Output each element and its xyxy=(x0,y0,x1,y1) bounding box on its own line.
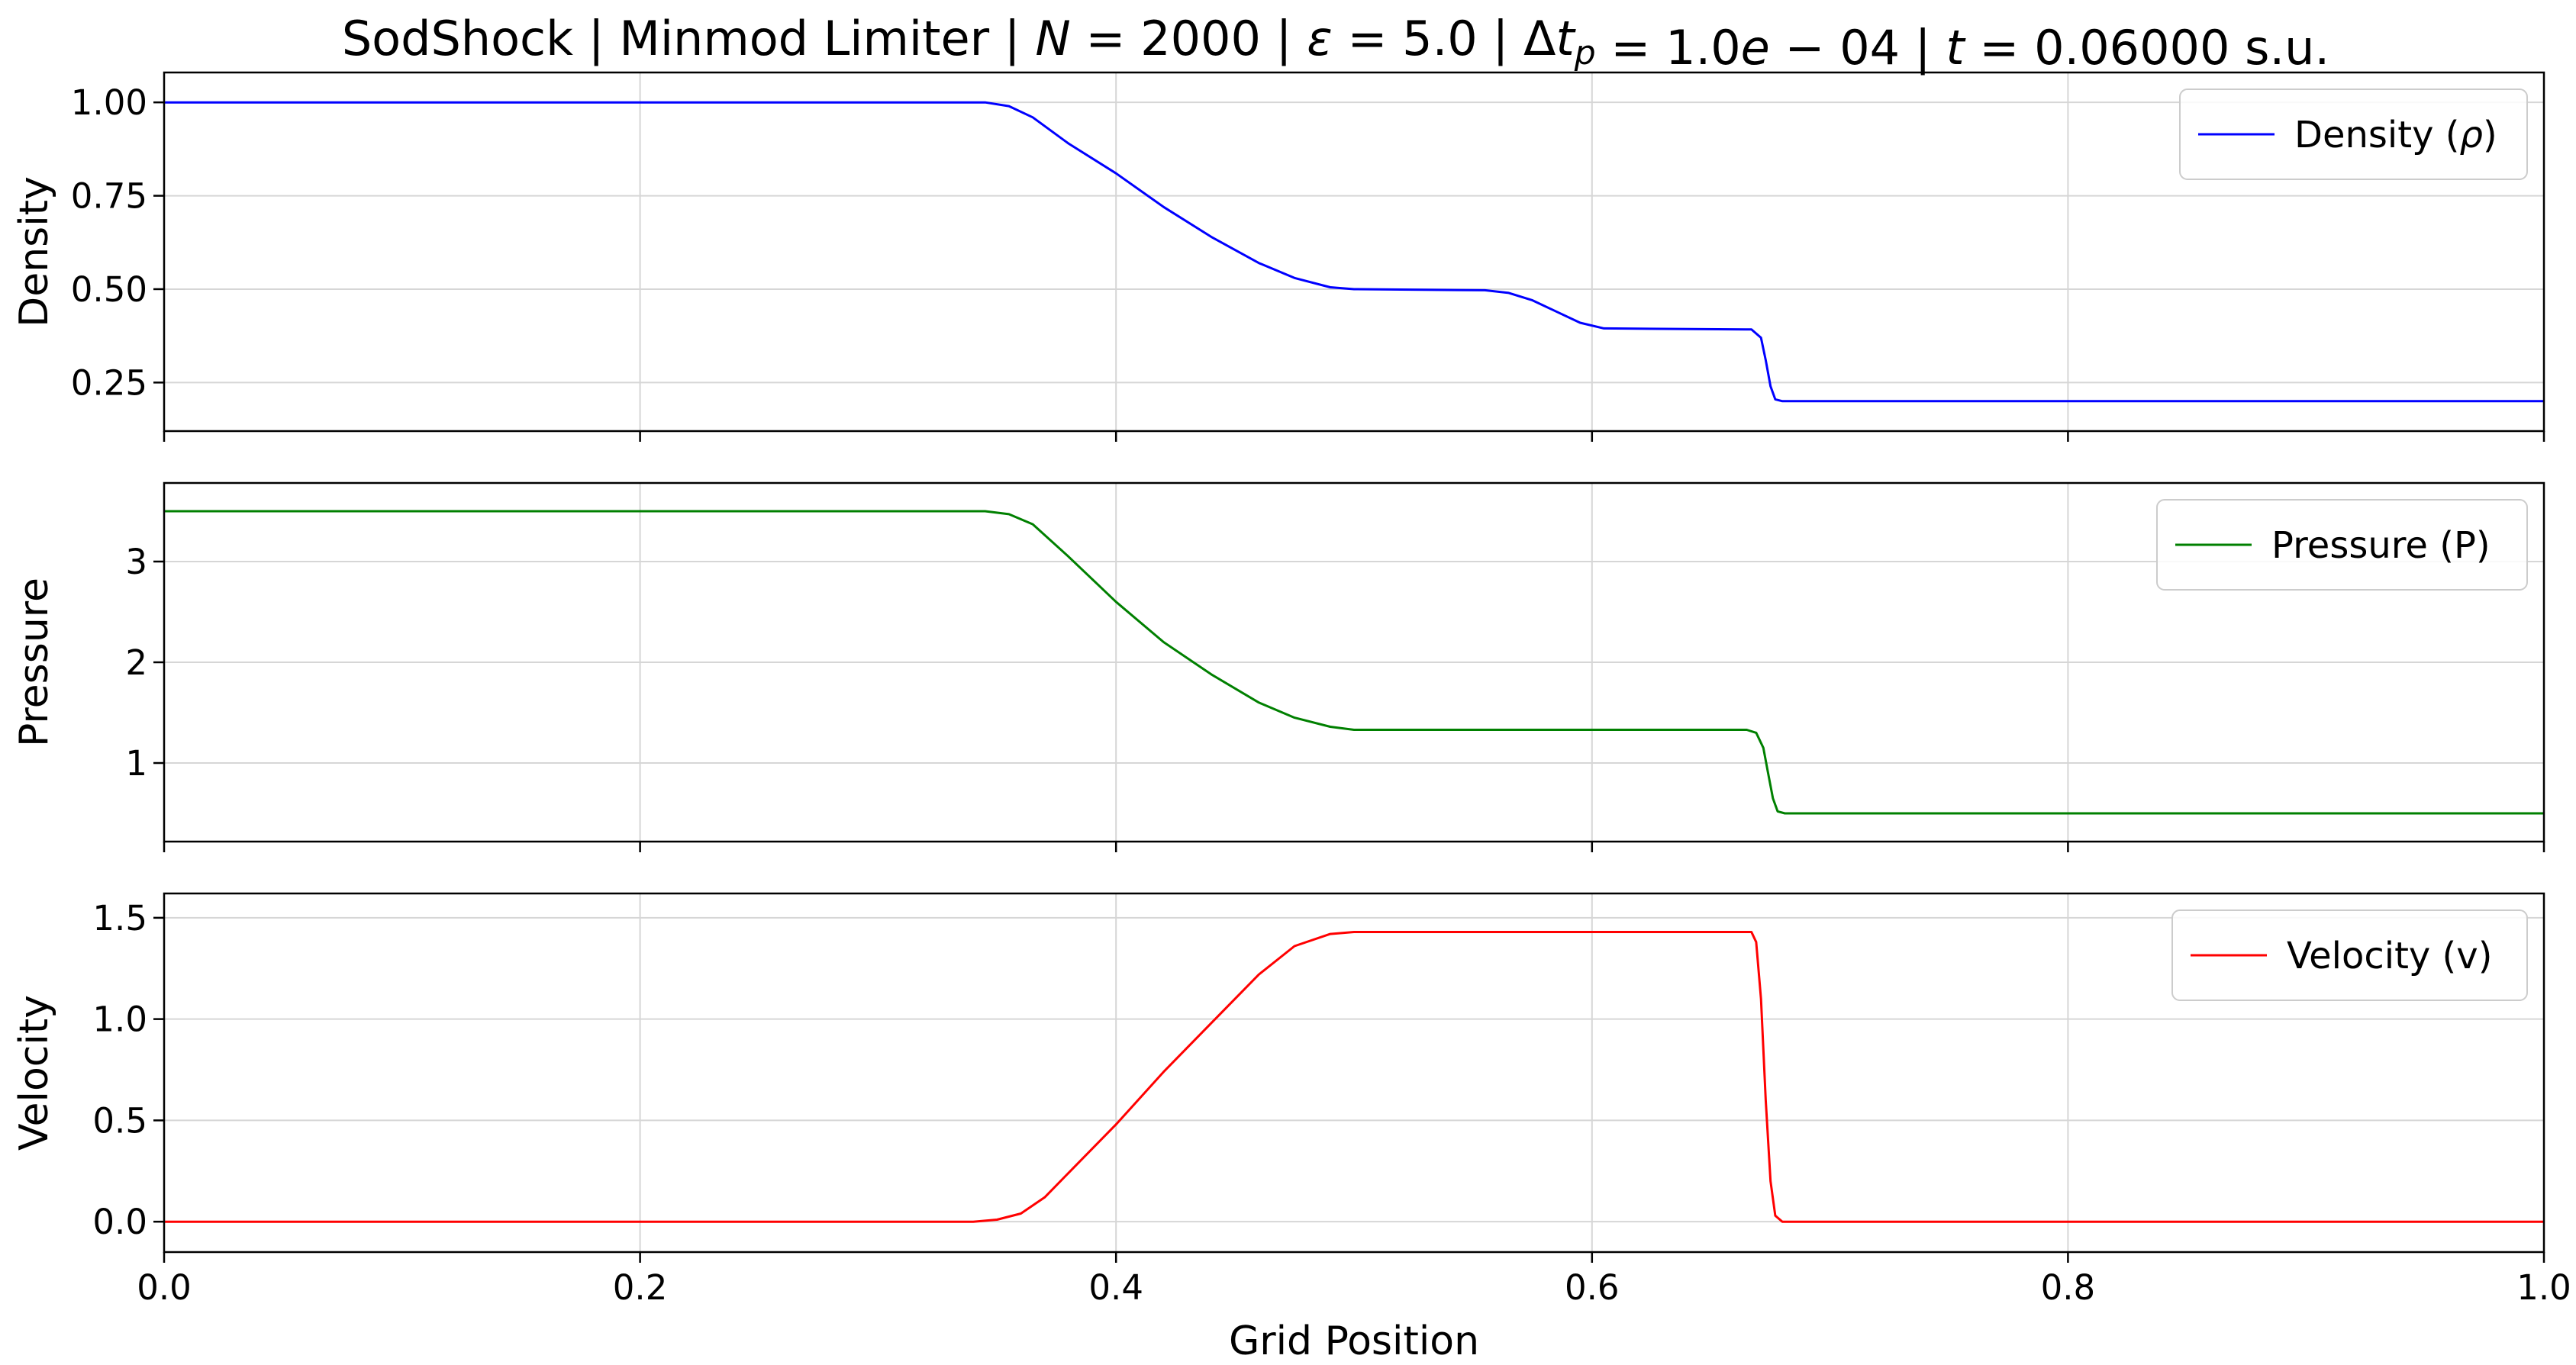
pressure-y-tick-label: 1 xyxy=(125,743,147,784)
velocity-y-axis-label: Velocity xyxy=(11,995,57,1151)
pressure-y-tick-label: 3 xyxy=(125,542,147,582)
panels: 0.25 0.50 0.75 1.00 Density Density (ρ) 1 2 3 Pre… xyxy=(11,71,2571,1364)
velocity-x-tick-label: 0.4 xyxy=(1088,1267,1143,1308)
density-series-line xyxy=(164,101,2544,403)
density-panel: 0.25 0.50 0.75 1.00 Density Density (ρ) xyxy=(11,71,2545,442)
velocity-series-line xyxy=(164,931,2544,1223)
pressure-panel: 1 2 3 Pressure Pressure (P) xyxy=(11,481,2545,852)
density-legend-box xyxy=(2179,89,2528,180)
velocity-panel: 0.0 0.5 1.0 1.5 0.0 0.2 0.4 0.6 0.8 1.0 Velocity Gr… xyxy=(11,892,2571,1364)
velocity-x-tick-label: 1.0 xyxy=(2516,1267,2571,1308)
velocity-x-tick-label: 0.8 xyxy=(2041,1267,2096,1308)
velocity-legend-box xyxy=(2171,909,2528,1001)
density-legend: Density (ρ) xyxy=(2179,89,2528,180)
x-axis-label: Grid Position xyxy=(1229,1318,1479,1364)
pressure-legend-label: Pressure (P) xyxy=(2271,524,2491,567)
velocity-y-tick-label: 1.0 xyxy=(92,1000,147,1040)
chart-title: SodShock | Minmod Limiter | N = 2000 | ε… xyxy=(342,11,2329,76)
pressure-y-axis-label: Pressure xyxy=(11,578,57,747)
density-y-tick-label: 0.50 xyxy=(71,269,147,310)
velocity-y-tick-label: 0.0 xyxy=(92,1202,147,1242)
velocity-y-tick-label: 0.5 xyxy=(92,1100,147,1141)
velocity-x-tick-label: 0.2 xyxy=(613,1267,668,1308)
density-y-tick-label: 1.00 xyxy=(71,82,147,123)
density-legend-label: Density (ρ) xyxy=(2294,114,2497,156)
velocity-legend-label: Velocity (v) xyxy=(2287,935,2492,977)
velocity-x-tick-label: 0.0 xyxy=(137,1267,192,1308)
density-axes-frame xyxy=(163,71,2545,433)
pressure-series-line xyxy=(164,510,2544,815)
velocity-legend: Velocity (v) xyxy=(2171,909,2528,1001)
density-y-axis-label: Density xyxy=(11,176,57,327)
pressure-y-tick-label: 2 xyxy=(125,642,147,683)
density-y-tick-label: 0.25 xyxy=(71,362,147,403)
velocity-axes-frame xyxy=(163,892,2545,1254)
density-y-tick-label: 0.75 xyxy=(71,176,147,217)
pressure-legend: Pressure (P) xyxy=(2156,499,2528,591)
velocity-y-tick-label: 1.5 xyxy=(92,898,147,938)
velocity-x-tick-label: 0.6 xyxy=(1565,1267,1620,1308)
pressure-legend-box xyxy=(2156,499,2528,591)
